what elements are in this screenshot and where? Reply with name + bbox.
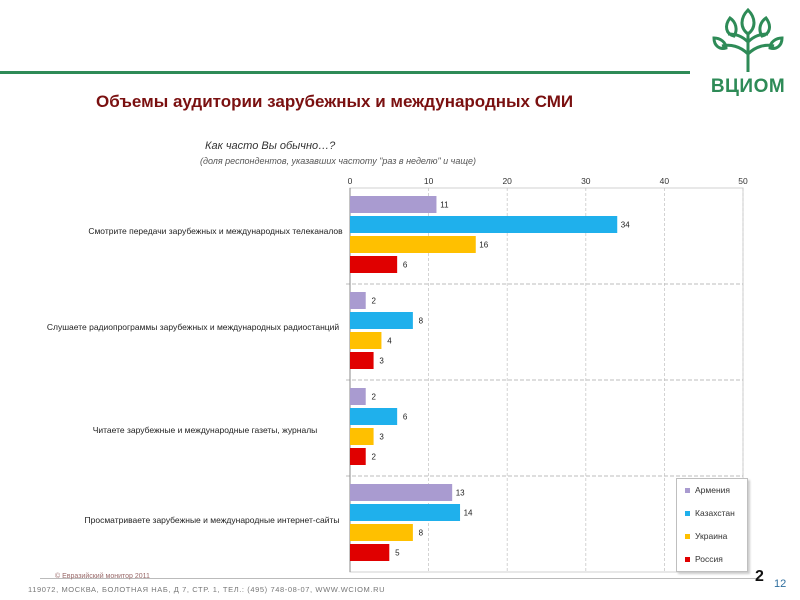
data-label-3-2: 8: [419, 529, 424, 538]
data-label-1-2: 4: [387, 337, 392, 346]
logo-text: ВЦИОМ: [710, 76, 786, 97]
bar-1-3: [350, 352, 374, 369]
data-label-0-0: 11: [440, 201, 449, 210]
x-tick-label-30: 30: [581, 176, 591, 186]
bar-3-3: [350, 544, 390, 561]
bar-3-2: [350, 524, 413, 541]
bar-3-0: [350, 484, 453, 501]
bar-0-3: [350, 256, 398, 273]
slide-number-secondary: 12: [774, 578, 787, 590]
chart-legend: Армения Казахстан Украина Россия: [676, 478, 748, 572]
legend-swatch-armenia: [685, 488, 690, 493]
tree-logo-icon: [712, 7, 784, 72]
category-label-radio: Слушаете радиопрограммы зарубежных и меж…: [46, 322, 340, 332]
data-label-1-3: 3: [379, 357, 384, 366]
legend-swatch-ukraine: [685, 534, 690, 539]
legend-label-kazakhstan: Казахстан: [695, 508, 735, 518]
bar-1-0: [350, 292, 366, 309]
bar-0-0: [350, 196, 437, 213]
bar-1-1: [350, 312, 413, 329]
x-tick-label-50: 50: [738, 176, 748, 186]
data-label-0-2: 16: [479, 241, 488, 250]
data-label-1-0: 2: [371, 297, 376, 306]
data-label-3-1: 14: [464, 509, 473, 518]
header-rule: [0, 71, 690, 74]
footer-rule: [40, 578, 760, 579]
chart-question: Как часто Вы обычно…?: [205, 140, 336, 152]
bar-2-3: [350, 448, 366, 465]
data-label-1-1: 8: [419, 317, 424, 326]
slide-number: 2: [755, 568, 764, 585]
chart-note: (доля респондентов, указавших частоту "р…: [200, 156, 476, 166]
legend-label-ukraine: Украина: [695, 531, 728, 541]
data-label-3-0: 13: [456, 489, 465, 498]
data-label-2-0: 2: [371, 393, 376, 402]
category-label-internet: Просматриваете зарубежные и международны…: [84, 515, 340, 525]
bar-0-1: [350, 216, 618, 233]
data-label-3-3: 5: [395, 549, 400, 558]
footer-source: © Евразийский монитор 2011: [55, 573, 150, 580]
bar-2-0: [350, 388, 366, 405]
legend-swatch-russia: [685, 557, 690, 562]
x-tick-label-0: 0: [348, 176, 353, 186]
bar-3-1: [350, 504, 461, 521]
category-label-tv: Смотрите передачи зарубежных и междунаро…: [88, 226, 343, 236]
data-label-0-1: 34: [621, 221, 630, 230]
bar-0-2: [350, 236, 476, 253]
legend-label-armenia: Армения: [695, 485, 731, 495]
bar-2-1: [350, 408, 398, 425]
page-title: Объемы аудитории зарубежных и международ…: [96, 92, 574, 111]
data-label-2-3: 2: [371, 453, 376, 462]
data-label-2-1: 6: [403, 413, 408, 422]
x-tick-label-20: 20: [502, 176, 512, 186]
wciom-logo: ВЦИОМ: [700, 2, 796, 102]
category-label-press: Читаете зарубежные и международные газет…: [92, 425, 318, 435]
x-tick-label-10: 10: [424, 176, 434, 186]
data-label-2-2: 3: [379, 433, 384, 442]
bar-1-2: [350, 332, 382, 349]
x-tick-label-40: 40: [660, 176, 670, 186]
footer-address: 119072, МОСКВА, БОЛОТНАЯ НАБ, Д 7, СТР. …: [28, 585, 386, 594]
data-label-0-3: 6: [403, 261, 408, 270]
legend-label-russia: Россия: [695, 554, 723, 564]
bar-2-2: [350, 428, 374, 445]
legend-swatch-kazakhstan: [685, 511, 690, 516]
